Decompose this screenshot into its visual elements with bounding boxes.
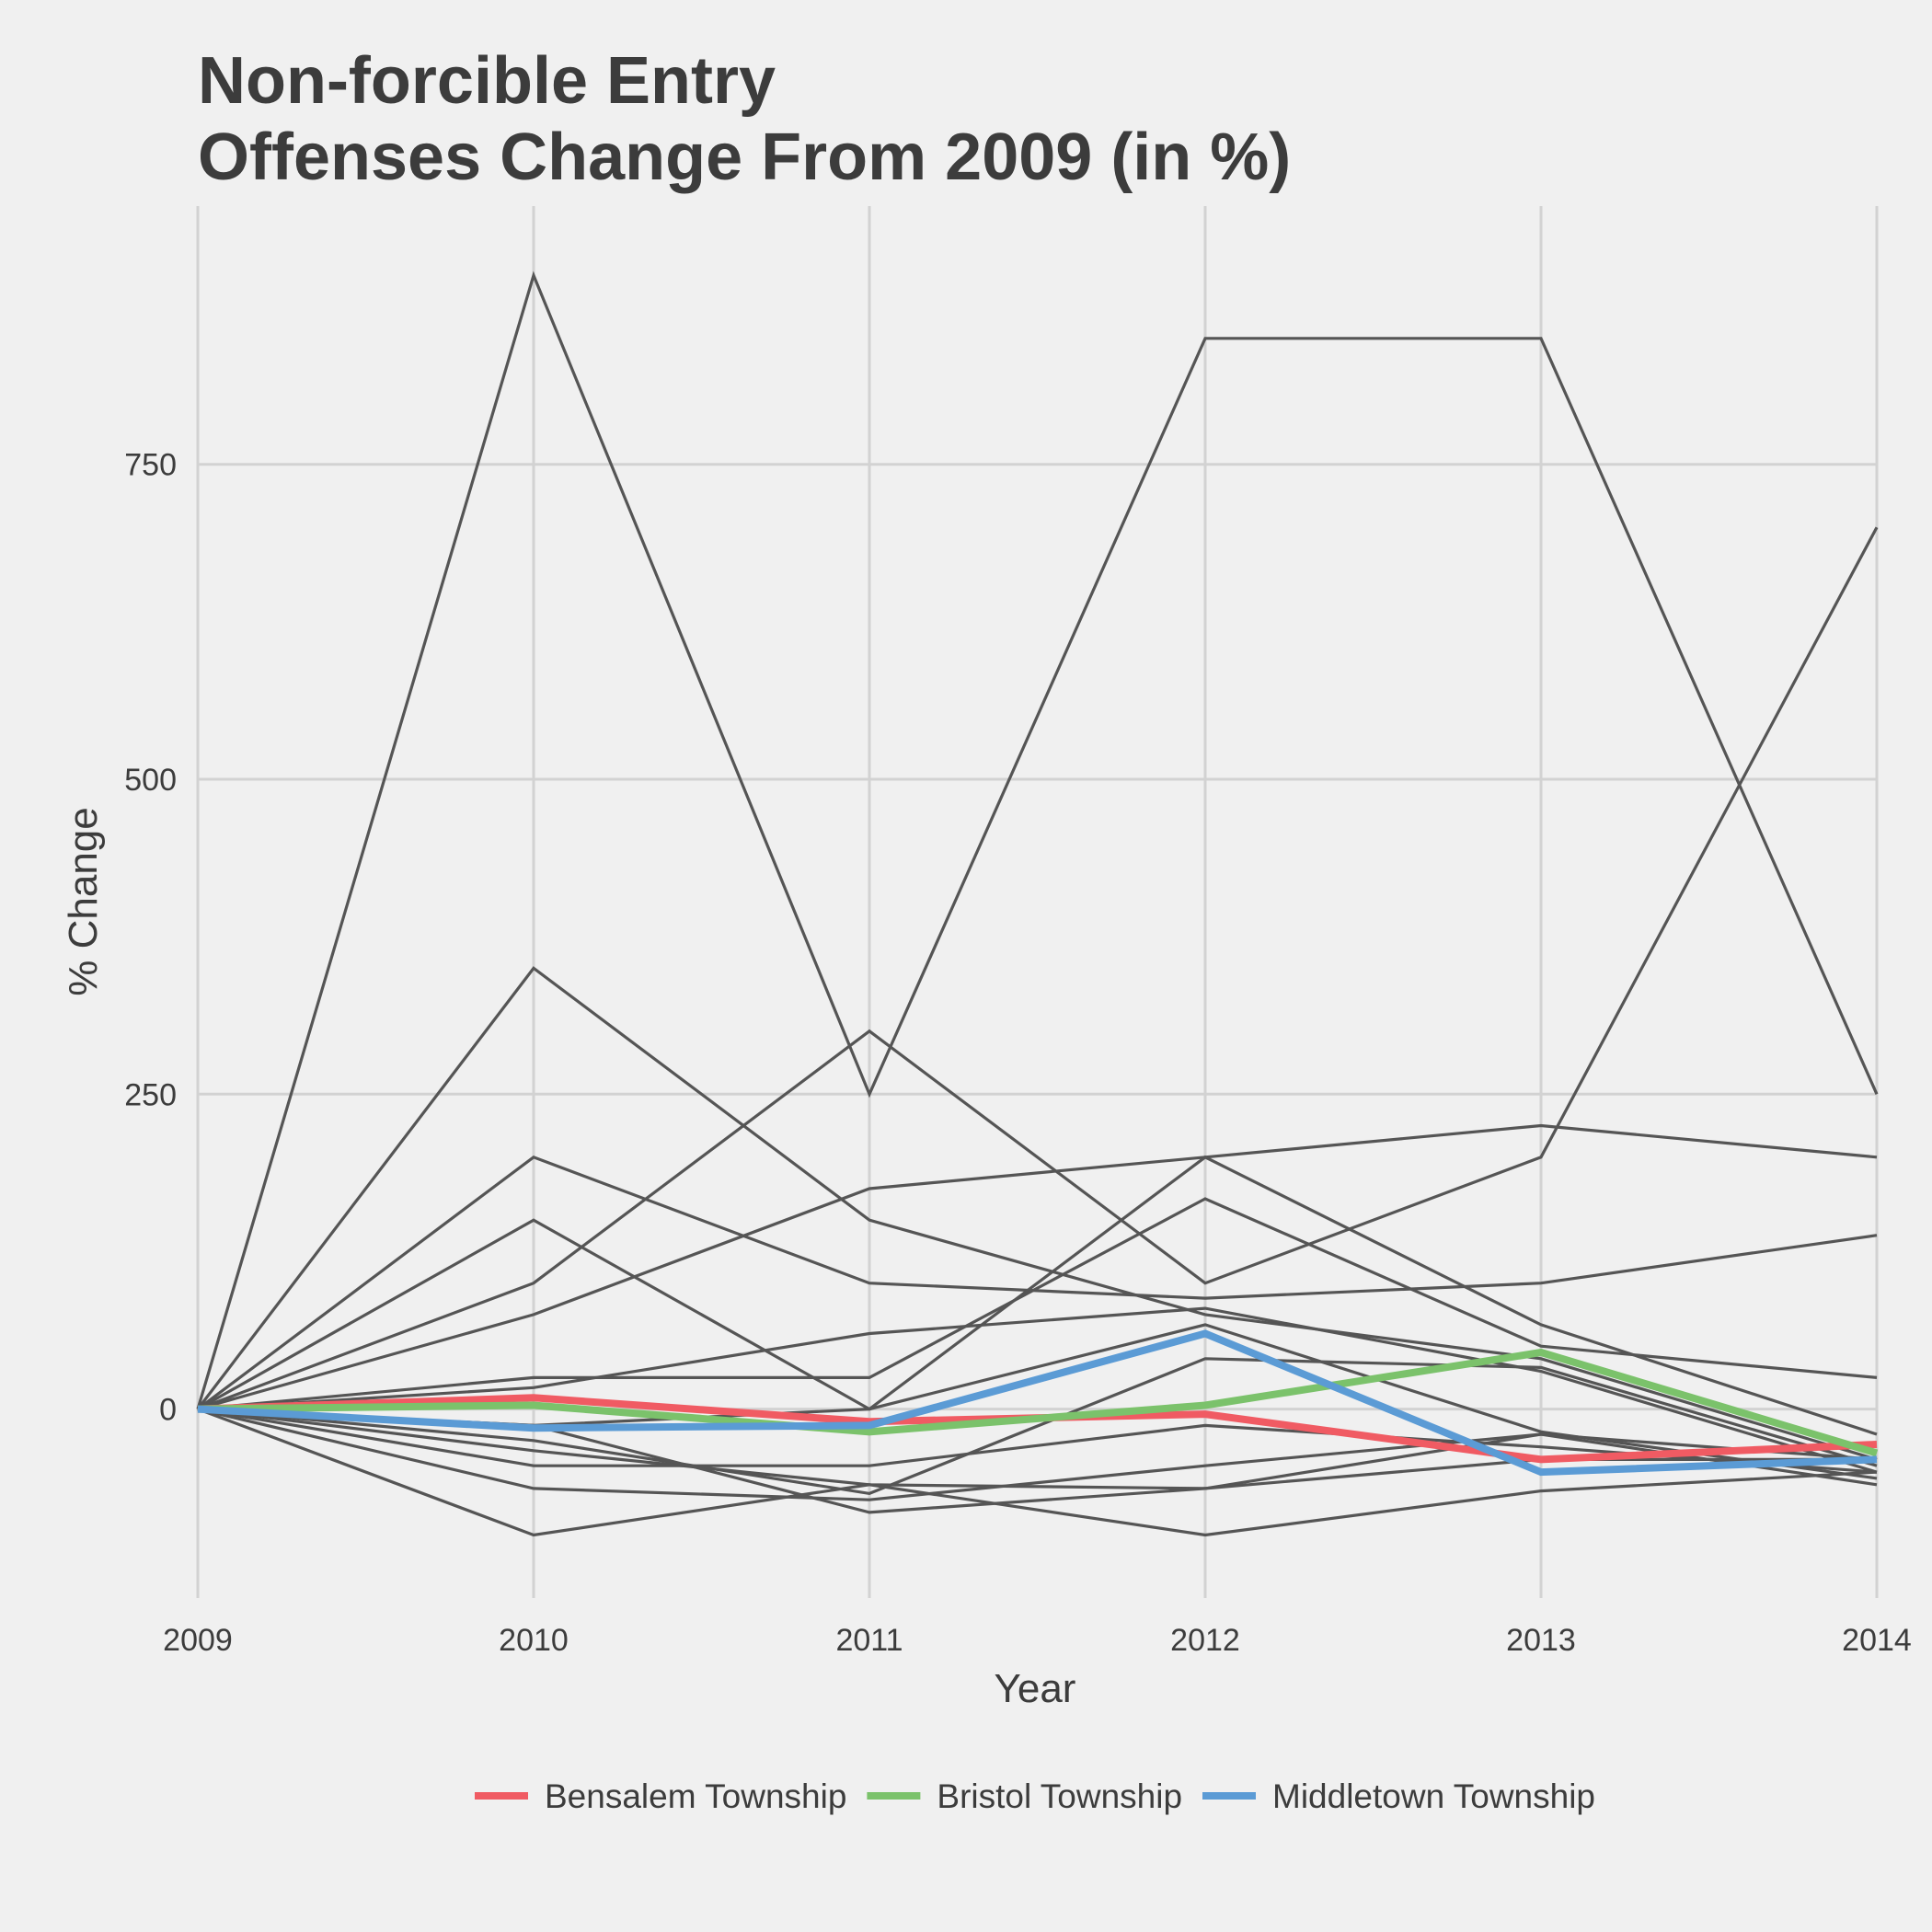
- background-series-line: [197, 1197, 1878, 1411]
- background-series-line: [197, 1408, 1878, 1537]
- background-series-line: [197, 1408, 1878, 1490]
- y-tick-label: 500: [124, 763, 177, 798]
- x-tick-label: 2014: [1842, 1623, 1912, 1658]
- chart-title-line-1: Non-forcible Entry: [198, 44, 776, 118]
- background-series-line: [197, 1155, 1878, 1410]
- background-series-line: [197, 1123, 1878, 1411]
- y-axis-title: % Change: [61, 807, 106, 995]
- background-series-line: [197, 1155, 1878, 1436]
- legend-label: Bensalem Township: [545, 1777, 846, 1815]
- y-tick-label: 750: [124, 448, 177, 483]
- legend-item: Bensalem Township: [475, 1777, 846, 1815]
- y-tick-label: 0: [159, 1393, 177, 1428]
- background-series-line: [197, 526, 1879, 1411]
- x-axis-tick-labels: 2009 2010 2011 2012 2013 2014: [163, 1623, 1912, 1658]
- x-gridlines: [196, 206, 1879, 1598]
- x-axis-title: Year: [995, 1666, 1076, 1711]
- background-series-line: [197, 1306, 1878, 1474]
- background-series-line: [197, 1357, 1878, 1496]
- legend-item: Middletown Township: [1202, 1777, 1595, 1815]
- x-tick-label: 2011: [835, 1623, 903, 1658]
- background-series-line: [197, 1408, 1878, 1501]
- x-tick-label: 2012: [1170, 1623, 1240, 1658]
- background-series-line: [196, 966, 1878, 1461]
- highlighted-series-group: [197, 1329, 1879, 1477]
- legend-label: Bristol Township: [937, 1777, 1182, 1815]
- background-series-line: [197, 1408, 1878, 1474]
- series-line-middletown-township: [197, 1329, 1878, 1477]
- y-axis-tick-labels: 0 250 500 750: [124, 448, 177, 1428]
- background-series-line: [196, 270, 1879, 1410]
- legend-label: Middletown Township: [1272, 1777, 1595, 1815]
- x-tick-label: 2010: [499, 1623, 569, 1658]
- background-series-group: [196, 270, 1879, 1537]
- series-line-bristol-township: [197, 1348, 1879, 1457]
- x-tick-label: 2009: [163, 1623, 233, 1658]
- legend-item: Bristol Township: [867, 1777, 1182, 1815]
- x-tick-label: 2013: [1506, 1623, 1576, 1658]
- y-tick-label: 250: [124, 1077, 177, 1112]
- legend: Bensalem Township Bristol Township Middlet…: [475, 1777, 1595, 1815]
- chart-title-line-2: Offenses Change From 2009 (in %): [198, 121, 1291, 194]
